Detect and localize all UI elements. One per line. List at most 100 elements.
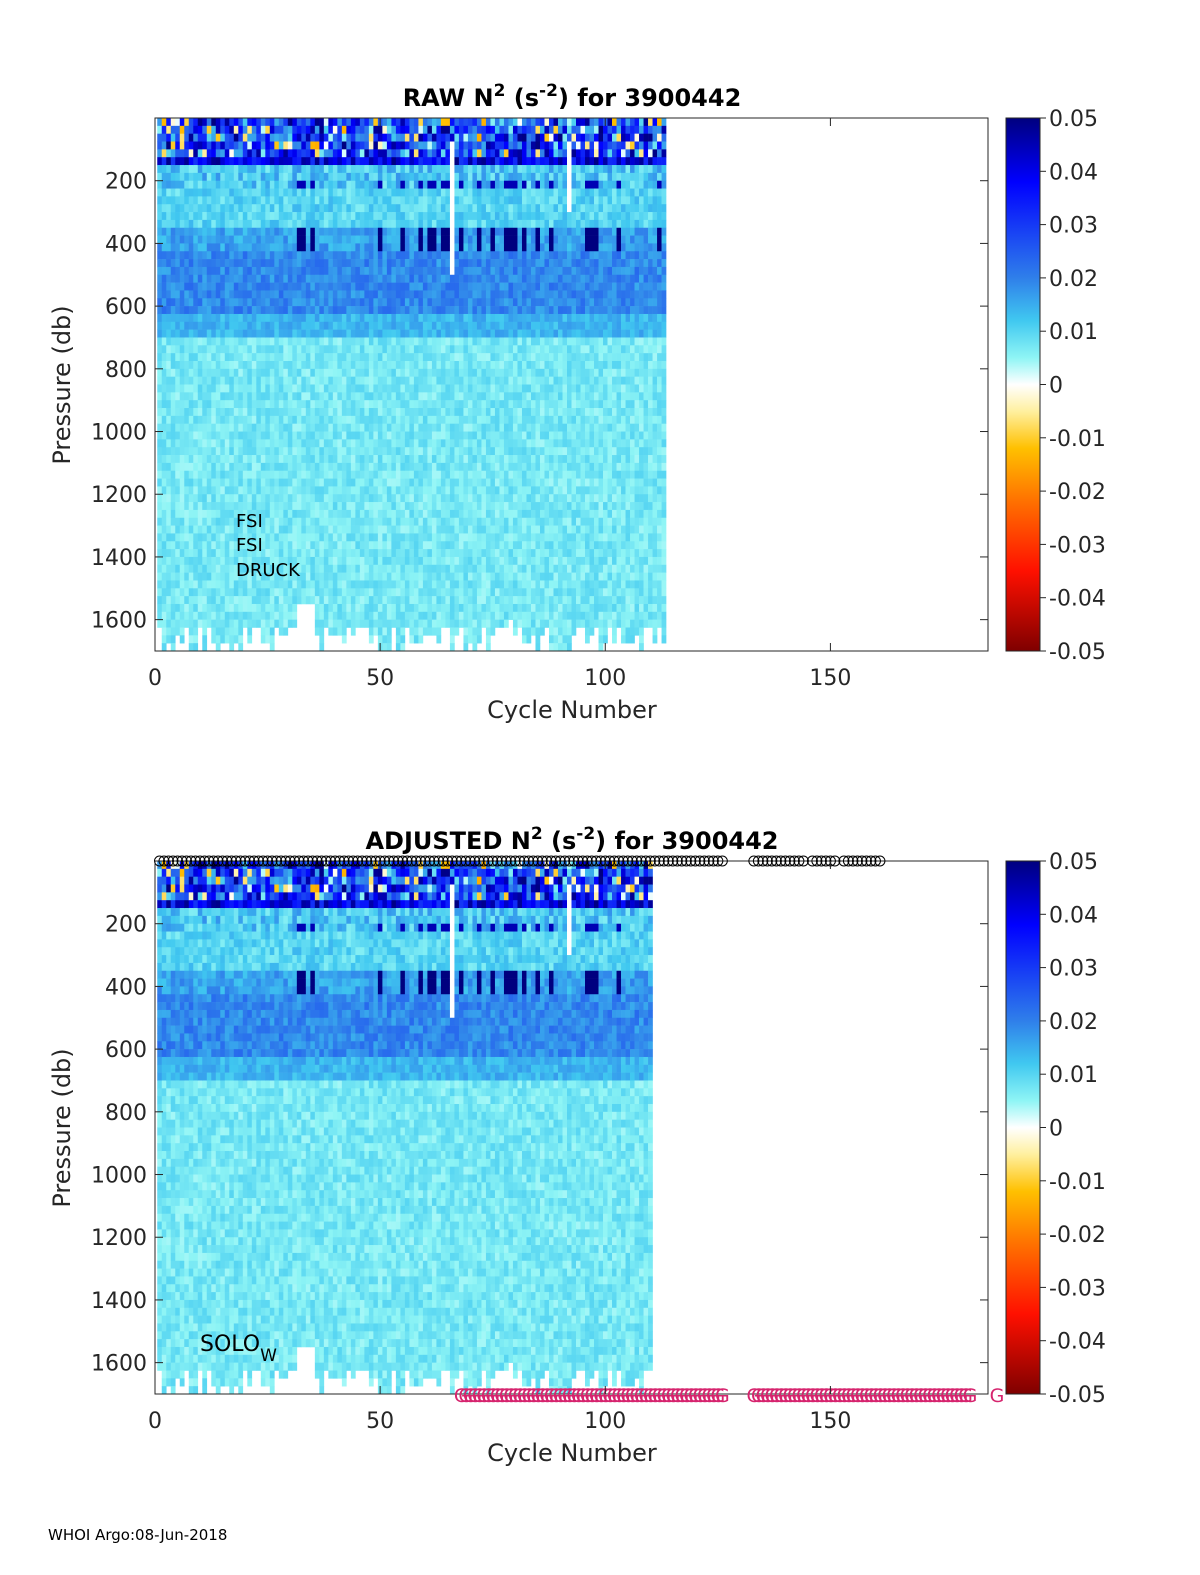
- heatmap-cell: [341, 588, 347, 597]
- heatmap-cell: [296, 274, 302, 283]
- heatmap-cell: [310, 337, 316, 346]
- heatmap-cell: [332, 157, 338, 166]
- heatmap-cell: [386, 556, 392, 566]
- heatmap-cell: [296, 486, 302, 495]
- heatmap-cell: [206, 423, 212, 432]
- heatmap-cell: [350, 329, 356, 338]
- heatmap-cell: [404, 321, 410, 330]
- heatmap-cell: [476, 353, 482, 362]
- heatmap-cell: [161, 408, 167, 417]
- heatmap-cell: [278, 564, 284, 573]
- heatmap-cell: [445, 188, 451, 197]
- heatmap-cell: [409, 188, 415, 197]
- heatmap-cell: [350, 188, 356, 197]
- heatmap-cell: [409, 141, 415, 150]
- heatmap-cell: [323, 219, 329, 229]
- heatmap-cell: [332, 408, 338, 417]
- heatmap-cell: [481, 165, 487, 174]
- heatmap-cell: [409, 180, 415, 189]
- heatmap-cell: [368, 345, 374, 354]
- heatmap-cell: [494, 165, 500, 174]
- heatmap-cell: [233, 603, 239, 613]
- heatmap-cell: [328, 321, 334, 330]
- heatmap-cell: [467, 133, 473, 142]
- heatmap-cell: [454, 360, 460, 370]
- heatmap-cell: [269, 329, 275, 338]
- heatmap-cell: [355, 494, 361, 503]
- heatmap-cell: [314, 133, 320, 142]
- heatmap-cell: [215, 580, 221, 589]
- heatmap-cell: [359, 149, 365, 158]
- heatmap-cell: [269, 188, 275, 197]
- heatmap-cell: [197, 533, 203, 542]
- heatmap-cell: [265, 219, 271, 229]
- heatmap-cell: [233, 572, 239, 581]
- heatmap-cell: [175, 627, 181, 636]
- heatmap-cell: [265, 494, 271, 503]
- heatmap-cell: [458, 400, 464, 409]
- heatmap-cell: [256, 118, 262, 127]
- heatmap-cell: [373, 204, 379, 213]
- heatmap-cell: [184, 556, 190, 566]
- heatmap-cell: [391, 423, 397, 432]
- heatmap-cell: [206, 431, 212, 440]
- heatmap-cell: [188, 596, 194, 605]
- heatmap-cell: [427, 541, 433, 550]
- heatmap-cell: [449, 149, 455, 158]
- heatmap-cell: [481, 376, 487, 385]
- heatmap-cell: [467, 266, 473, 276]
- heatmap-cell: [332, 353, 338, 362]
- heatmap-cell: [292, 227, 298, 236]
- heatmap-cell: [287, 603, 293, 613]
- heatmap-cell: [328, 596, 334, 605]
- heatmap-cell: [251, 509, 257, 519]
- heatmap-cell: [233, 243, 239, 252]
- heatmap-cell: [157, 368, 163, 377]
- heatmap-cell: [445, 360, 451, 370]
- heatmap-cell: [454, 400, 460, 409]
- heatmap-cell: [337, 290, 343, 299]
- heatmap-cell: [202, 502, 208, 511]
- heatmap-cell: [341, 400, 347, 409]
- heatmap-cell: [161, 517, 167, 526]
- heatmap-cell: [413, 204, 419, 213]
- heatmap-cell: [341, 486, 347, 495]
- heatmap-cell: [341, 525, 347, 534]
- heatmap-cell: [494, 235, 500, 244]
- heatmap-cell: [310, 502, 316, 511]
- heatmap-cell: [283, 619, 289, 628]
- heatmap-cell: [179, 298, 185, 307]
- heatmap-cell: [359, 235, 365, 244]
- heatmap-cell: [202, 447, 208, 456]
- heatmap-cell: [458, 337, 464, 346]
- heatmap-cell: [391, 125, 397, 134]
- heatmap-cell: [377, 462, 383, 472]
- heatmap-cell: [238, 400, 244, 409]
- heatmap-cell: [296, 157, 302, 166]
- heatmap-cell: [476, 259, 482, 268]
- heatmap-cell: [269, 541, 275, 550]
- heatmap-cell: [395, 133, 401, 142]
- heatmap-cell: [256, 588, 262, 597]
- heatmap-cell: [341, 470, 347, 479]
- heatmap-cell: [467, 165, 473, 174]
- heatmap-cell: [269, 141, 275, 150]
- heatmap-cell: [319, 423, 325, 432]
- heatmap-cell: [161, 564, 167, 573]
- heatmap-cell: [283, 549, 289, 558]
- heatmap-cell: [184, 219, 190, 229]
- heatmap-cell: [193, 172, 199, 182]
- heatmap-cell: [314, 549, 320, 558]
- heatmap-cell: [296, 408, 302, 417]
- heatmap-cell: [373, 125, 379, 134]
- heatmap-cell: [355, 502, 361, 511]
- heatmap-cell: [220, 439, 226, 448]
- heatmap-cell: [494, 274, 500, 283]
- heatmap-cell: [161, 141, 167, 150]
- heatmap-cell: [346, 282, 352, 291]
- heatmap-cell: [481, 517, 487, 526]
- heatmap-cell: [179, 266, 185, 276]
- heatmap-cell: [211, 157, 217, 166]
- heatmap-cell: [206, 455, 212, 464]
- heatmap-cell: [364, 439, 370, 448]
